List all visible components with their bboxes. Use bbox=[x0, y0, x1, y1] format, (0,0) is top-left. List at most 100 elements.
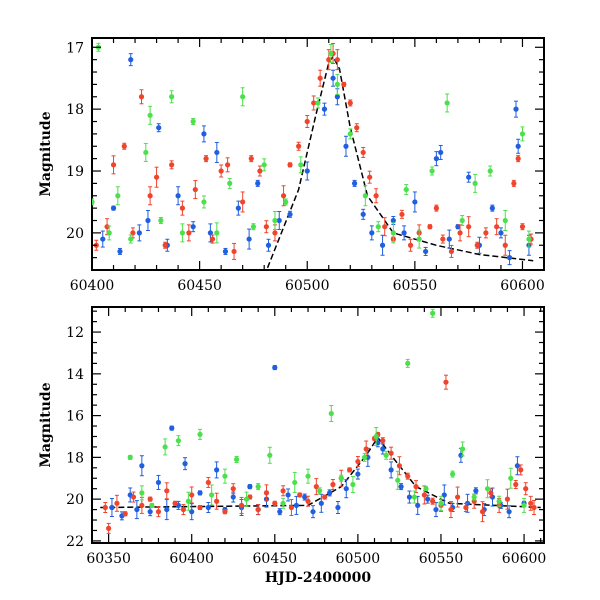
upper-data-point-green bbox=[147, 112, 153, 118]
upper-data-point-green bbox=[240, 94, 246, 100]
upper-x-tick-label: 60450 bbox=[177, 278, 222, 294]
lower-data-point-blue bbox=[335, 504, 341, 511]
lower-data-point-red bbox=[479, 509, 486, 515]
upper-data-point-blue bbox=[156, 125, 162, 131]
upper-data-point-blue bbox=[100, 236, 106, 242]
upper-data-point-red bbox=[347, 100, 353, 106]
lower-data-point-red bbox=[280, 488, 286, 494]
lower-data-point-blue bbox=[182, 461, 188, 467]
upper-data-point-green bbox=[390, 230, 396, 236]
lower-data-point-blue bbox=[230, 494, 236, 500]
lower-data-point-blue bbox=[109, 504, 115, 511]
lower-data-point-red bbox=[147, 496, 153, 502]
upper-data-point-blue bbox=[276, 217, 282, 224]
upper-data-point-red bbox=[225, 162, 231, 168]
upper-data-point-red bbox=[240, 199, 246, 205]
lower-data-point-blue bbox=[155, 479, 162, 486]
lower-data-point-red bbox=[164, 488, 170, 494]
upper-data-point-red bbox=[360, 149, 366, 156]
lower-data-point-red bbox=[238, 502, 245, 509]
lower-data-point-green bbox=[162, 444, 168, 450]
upper-y-tick-label: 18 bbox=[66, 102, 84, 118]
upper-data-point-red bbox=[373, 193, 379, 199]
upper-data-point-blue bbox=[201, 131, 207, 137]
upper-data-point-green bbox=[179, 230, 185, 236]
lower-data-point-blue bbox=[272, 364, 278, 371]
upper-data-point-red bbox=[354, 125, 360, 131]
upper-data-point-blue bbox=[401, 230, 407, 236]
lower-data-point-blue bbox=[134, 506, 140, 513]
lower-data-point-red bbox=[504, 496, 511, 502]
upper-data-point-green bbox=[115, 193, 121, 199]
lower-data-point-green bbox=[255, 484, 261, 490]
upper-data-point-red bbox=[231, 248, 237, 255]
lower-data-point-red bbox=[346, 467, 353, 473]
upper-data-point-blue bbox=[513, 106, 519, 112]
upper-data-point-red bbox=[474, 242, 480, 248]
lower-data-point-blue bbox=[197, 490, 203, 496]
lower-data-point-red bbox=[363, 446, 369, 452]
upper-plot-frame bbox=[91, 37, 545, 271]
lower-data-point-red bbox=[355, 458, 361, 465]
lower-y-tick-label: 22 bbox=[66, 534, 84, 550]
upper-data-point-green bbox=[334, 81, 340, 87]
upper-data-point-green bbox=[502, 217, 508, 224]
lower-data-point-red bbox=[272, 500, 278, 506]
lower-panel: Magnitude HJD-2400000 60350 60400 60450 605… bbox=[38, 306, 547, 586]
upper-data-point-green bbox=[169, 94, 175, 100]
upper-data-point-blue bbox=[506, 255, 513, 261]
upper-data-point-blue bbox=[438, 149, 444, 156]
upper-data-point-green bbox=[143, 149, 149, 156]
upper-data-point-green bbox=[261, 162, 267, 168]
lower-data-point-green bbox=[222, 473, 228, 479]
lower-data-point-blue bbox=[139, 463, 145, 469]
upper-data-point-green bbox=[272, 217, 278, 224]
lower-data-layer bbox=[100, 308, 541, 534]
lower-data-point-green bbox=[508, 475, 514, 481]
lower-data-point-red bbox=[380, 438, 386, 444]
upper-fit-curve bbox=[265, 55, 534, 270]
lower-data-point-green bbox=[450, 471, 456, 477]
upper-data-point-green bbox=[158, 217, 164, 224]
upper-data-point-blue bbox=[207, 230, 213, 236]
upper-data-point-red bbox=[186, 230, 192, 236]
upper-data-point-blue bbox=[265, 242, 272, 248]
lower-y-axis-label: Magnitude bbox=[38, 382, 54, 467]
upper-data-point-green bbox=[375, 224, 381, 230]
lower-data-point-red bbox=[189, 492, 195, 498]
lower-x-tick-label: 60600 bbox=[502, 551, 547, 567]
upper-data-point-green bbox=[519, 131, 526, 137]
lower-data-point-green bbox=[459, 446, 466, 452]
lower-data-point-blue bbox=[415, 502, 421, 509]
lower-data-point-red bbox=[528, 500, 534, 506]
upper-data-point-green bbox=[328, 50, 334, 57]
upper-x-tick-label: 60550 bbox=[393, 278, 438, 294]
lower-data-point-red bbox=[288, 504, 295, 511]
upper-data-point-red bbox=[138, 94, 145, 100]
lower-data-point-green bbox=[127, 454, 133, 460]
upper-data-point-red bbox=[257, 168, 263, 174]
upper-data-point-green bbox=[190, 118, 196, 125]
lower-data-point-red bbox=[330, 481, 336, 488]
lower-data-point-red bbox=[180, 506, 186, 513]
upper-data-point-blue bbox=[455, 224, 461, 230]
upper-data-point-green bbox=[201, 199, 207, 205]
lower-x-tick-label: 60500 bbox=[336, 551, 381, 567]
lower-data-point-red bbox=[313, 484, 319, 490]
lower-data-point-blue bbox=[441, 492, 447, 498]
lower-y-tick-label: 18 bbox=[66, 450, 84, 466]
lower-data-point-green bbox=[405, 360, 411, 366]
upper-data-point-red bbox=[304, 118, 310, 125]
lower-data-point-green bbox=[233, 456, 240, 463]
upper-data-point-green bbox=[362, 193, 368, 199]
upper-data-point-red bbox=[162, 242, 168, 248]
lower-y-tick-label: 16 bbox=[66, 409, 84, 425]
lower-data-point-green bbox=[484, 486, 491, 492]
lower-data-point-red bbox=[405, 473, 411, 479]
lower-data-point-blue bbox=[293, 502, 299, 509]
upper-data-point-red bbox=[326, 57, 332, 63]
upper-data-point-red bbox=[407, 242, 414, 248]
lower-data-point-green bbox=[361, 454, 368, 460]
lower-data-point-green bbox=[383, 452, 389, 458]
lower-y-tick-label: 14 bbox=[66, 367, 84, 383]
